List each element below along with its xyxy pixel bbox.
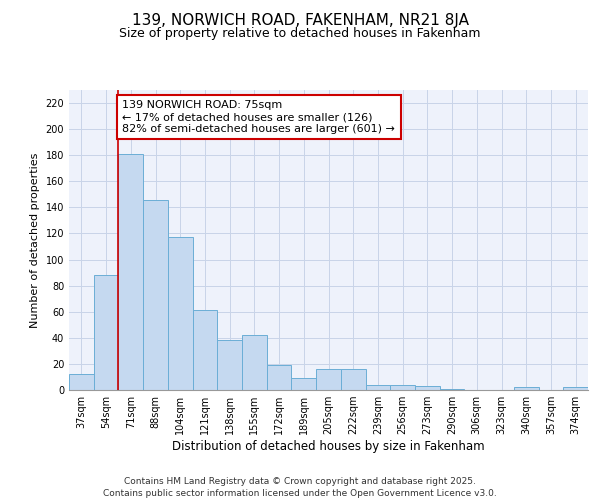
Bar bbox=[267, 365, 292, 390]
Bar bbox=[292, 378, 316, 390]
Bar bbox=[415, 386, 440, 390]
Bar bbox=[440, 388, 464, 390]
Bar bbox=[341, 369, 365, 390]
X-axis label: Distribution of detached houses by size in Fakenham: Distribution of detached houses by size … bbox=[172, 440, 485, 453]
Bar bbox=[168, 238, 193, 390]
Bar bbox=[316, 369, 341, 390]
Bar bbox=[69, 374, 94, 390]
Bar bbox=[514, 388, 539, 390]
Y-axis label: Number of detached properties: Number of detached properties bbox=[30, 152, 40, 328]
Bar bbox=[563, 388, 588, 390]
Bar bbox=[365, 385, 390, 390]
Bar bbox=[390, 385, 415, 390]
Bar bbox=[118, 154, 143, 390]
Text: 139 NORWICH ROAD: 75sqm
← 17% of detached houses are smaller (126)
82% of semi-d: 139 NORWICH ROAD: 75sqm ← 17% of detache… bbox=[122, 100, 395, 134]
Bar bbox=[94, 275, 118, 390]
Bar bbox=[143, 200, 168, 390]
Bar bbox=[193, 310, 217, 390]
Text: 139, NORWICH ROAD, FAKENHAM, NR21 8JA: 139, NORWICH ROAD, FAKENHAM, NR21 8JA bbox=[131, 12, 469, 28]
Text: Contains HM Land Registry data © Crown copyright and database right 2025.
Contai: Contains HM Land Registry data © Crown c… bbox=[103, 476, 497, 498]
Bar bbox=[217, 340, 242, 390]
Text: Size of property relative to detached houses in Fakenham: Size of property relative to detached ho… bbox=[119, 28, 481, 40]
Bar bbox=[242, 335, 267, 390]
